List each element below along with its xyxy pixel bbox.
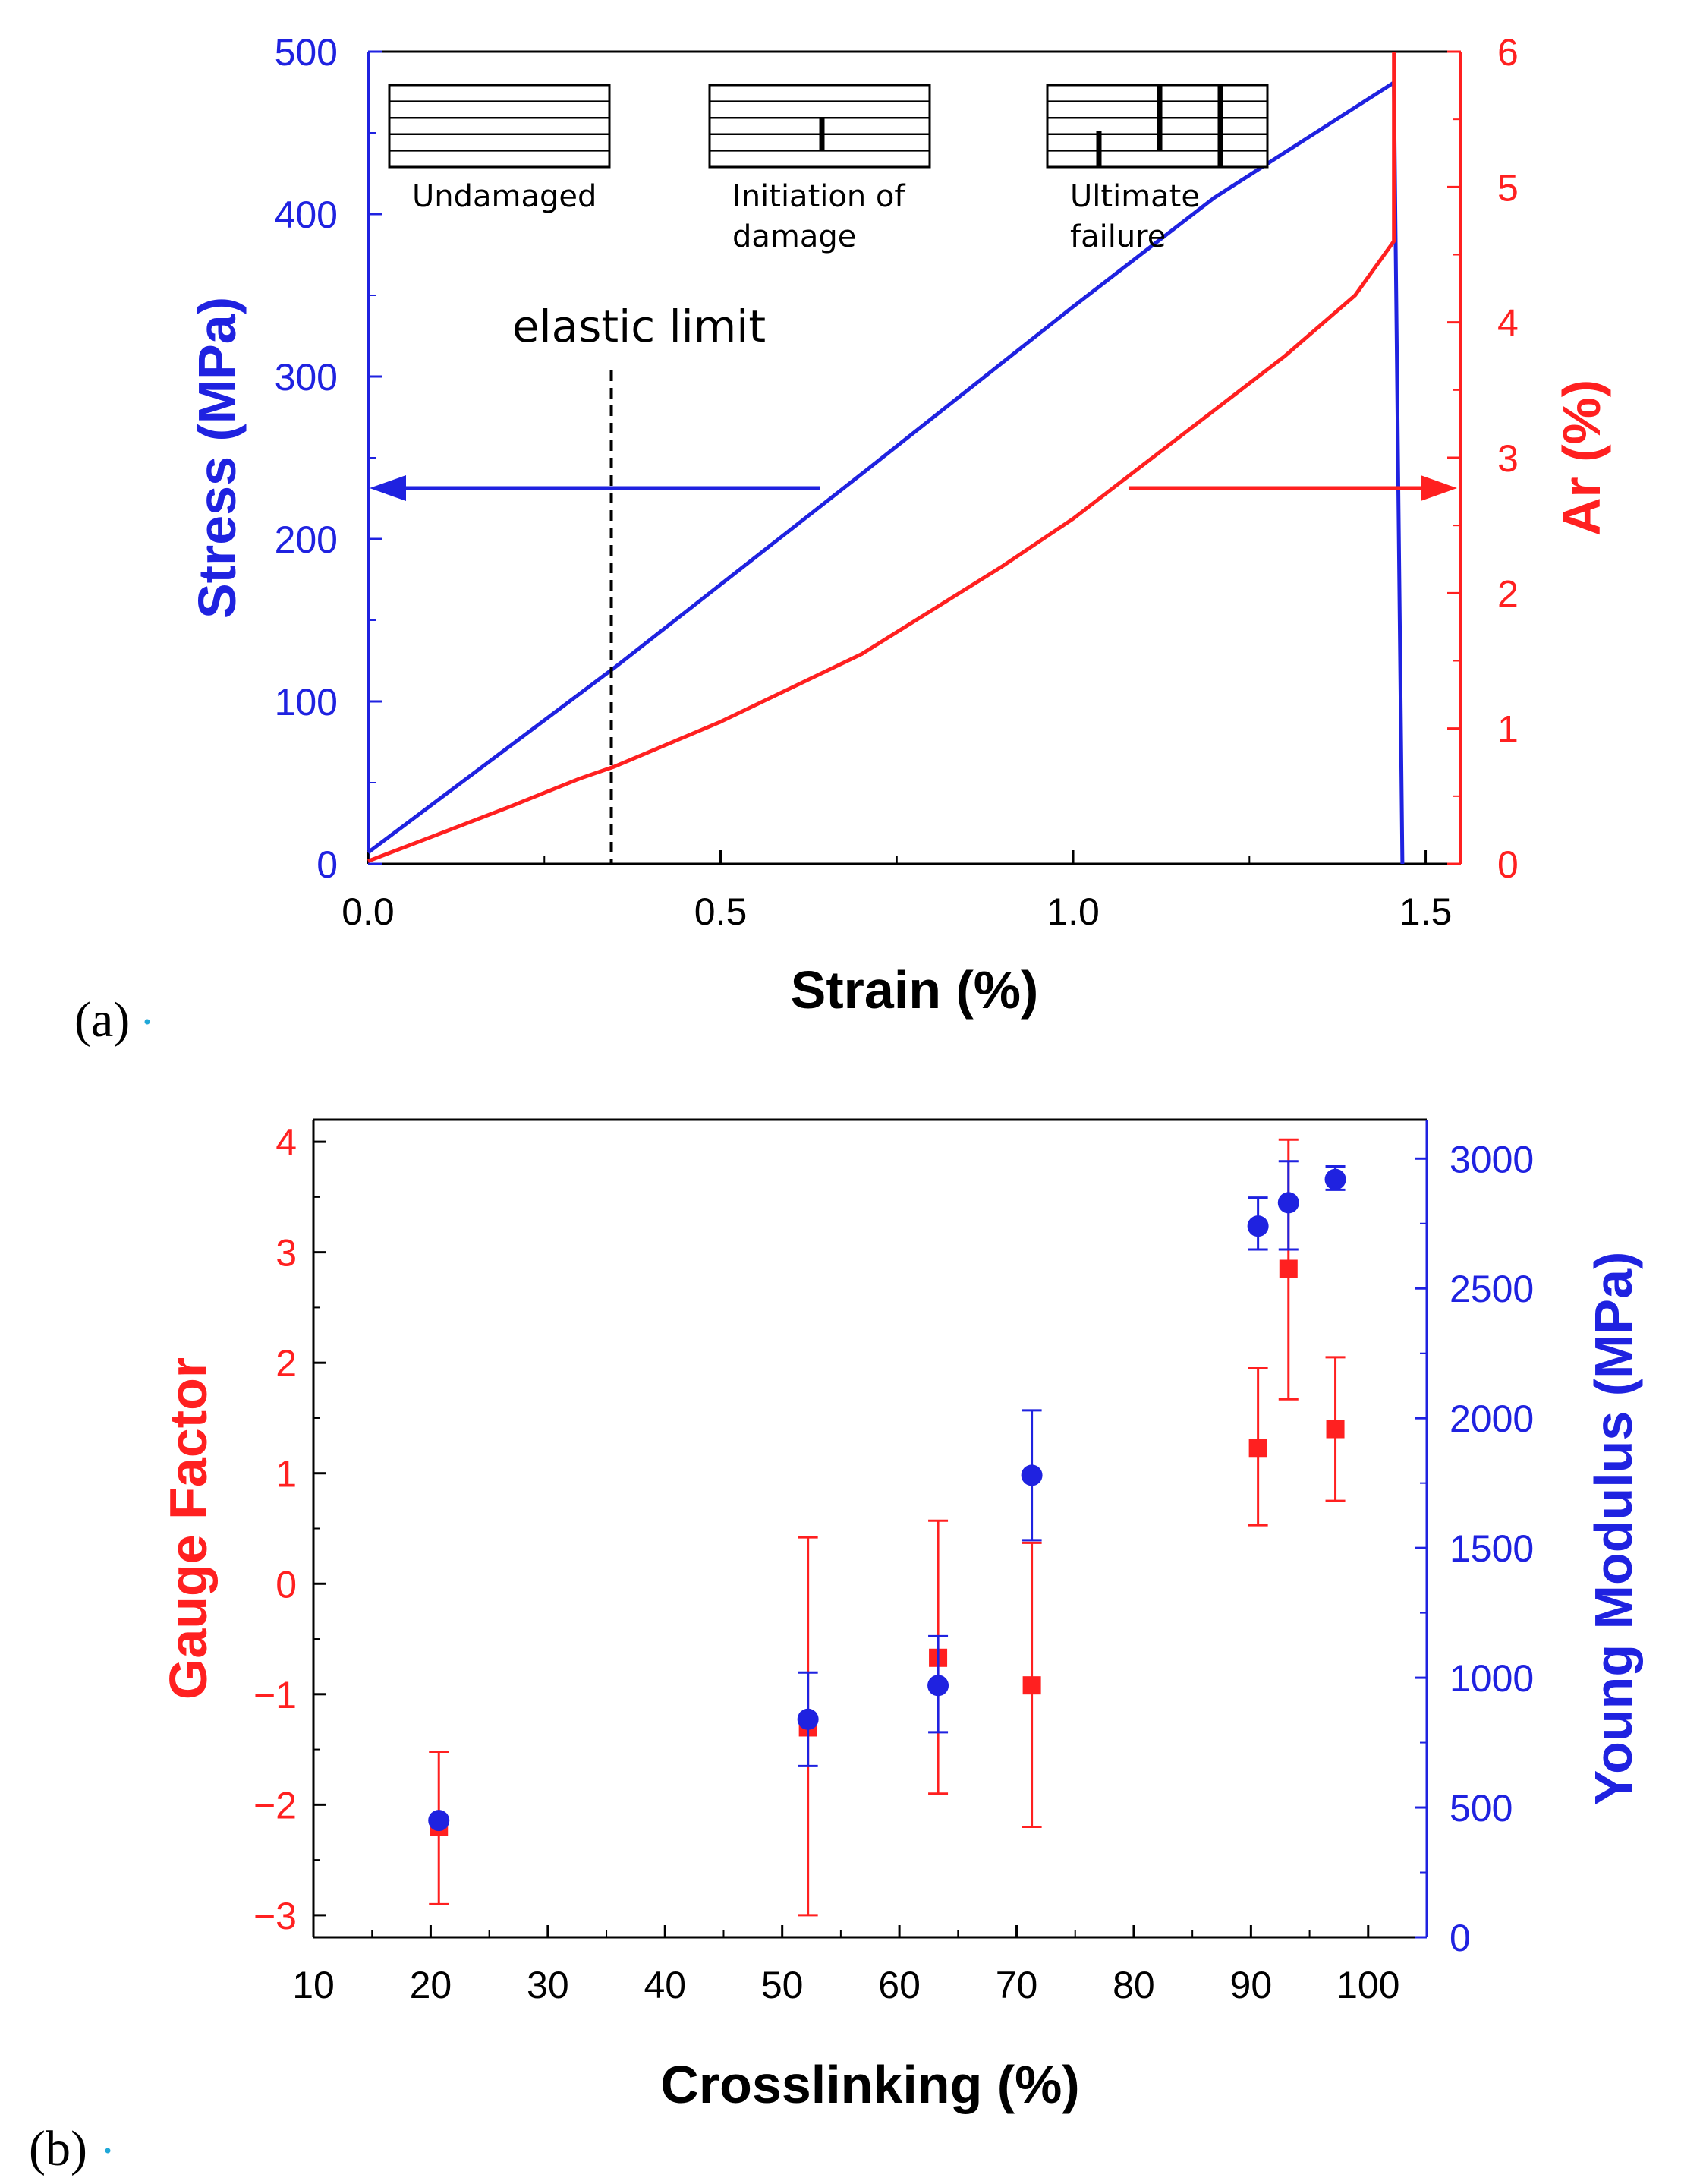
x-tick-label: 80: [1113, 1964, 1155, 2006]
x-tick-label: 10: [292, 1964, 335, 2006]
x-tick-label: 1.0: [1047, 890, 1100, 933]
panel-labels: (a) (b): [29, 992, 150, 2176]
y-right-tick-label: 1: [1497, 708, 1519, 751]
y-left-tick-label: −2: [253, 1784, 297, 1826]
inset-undamaged: Undamaged: [388, 84, 611, 214]
x-tick-label: 40: [644, 1964, 686, 2006]
y-left-axis-title: Gauge Factor: [159, 1357, 218, 1700]
arrow-right-icon: [1421, 475, 1457, 501]
panel-label-b: (b): [29, 2121, 87, 2176]
y-left-tick-label: 1: [275, 1453, 297, 1495]
y-left-tick-label: −1: [253, 1674, 297, 1716]
inset-initiation: Initiation of damage: [708, 84, 931, 254]
panel-label-dot: [105, 2148, 111, 2154]
y-right-tick-label: 1000: [1450, 1657, 1534, 1700]
y-right-tick-label: 1500: [1450, 1527, 1534, 1570]
x-tick-label: 0.0: [342, 890, 395, 933]
x-axis-title: Strain (%): [791, 960, 1039, 1020]
panel-a-stress-strain-chart: 0.0 0.5 1.0 1.5 0 100 200 300 400 500 0 1 2 3 4 5 6 Strai…: [187, 31, 1611, 1020]
y-right-tick-label: 0: [1450, 1917, 1471, 1959]
panel-b-crosslinking-chart: 10 20 30 40 50 60 70 80 90 100−3−2−10123405001000…: [159, 1118, 1643, 2114]
y-left-tick-label: 200: [275, 518, 338, 561]
x-tick-label: 100: [1336, 1964, 1399, 2006]
y-left-tick-label: 100: [275, 681, 338, 723]
series-line-ar: [367, 52, 1396, 863]
inset-frame: [388, 84, 611, 169]
young-modulus-point: [1277, 1192, 1299, 1214]
young-modulus-point: [927, 1675, 949, 1697]
young-modulus-point: [428, 1810, 450, 1832]
inset-label: Initiation of: [732, 179, 905, 214]
inset-label: damage: [732, 219, 856, 254]
inset-label: failure: [1070, 219, 1166, 254]
y-right-axis-title: Young Modulus (MPa): [1584, 1252, 1643, 1806]
y-right-tick-label: 3000: [1450, 1138, 1534, 1180]
inset-failure: Ultimate failure: [1046, 84, 1269, 254]
x-tick-label: 60: [878, 1964, 921, 2006]
x-tick-label: 0.5: [694, 890, 748, 933]
y-left-tick-label: 0: [275, 1563, 297, 1606]
y-left-tick-label: 0: [316, 843, 338, 886]
y-left-tick-label: 400: [275, 194, 338, 236]
panel-label-a: (a): [74, 992, 130, 1048]
gauge-factor-point: [1279, 1259, 1298, 1278]
arrow-left-icon: [370, 475, 406, 501]
x-tick-label: 1.5: [1399, 890, 1453, 933]
y-left-tick-label: −3: [253, 1895, 297, 1937]
y-right-tick-label: 500: [1450, 1787, 1513, 1829]
y-left-axis-title: Stress (MPa): [187, 297, 247, 619]
y-right-tick-label: 2500: [1450, 1268, 1534, 1310]
gauge-factor-point: [1022, 1676, 1041, 1695]
x-tick-label: 50: [761, 1964, 804, 2006]
x-tick-label: 90: [1230, 1964, 1273, 2006]
y-left-tick-label: 3: [275, 1232, 297, 1275]
young-modulus-point: [1021, 1464, 1043, 1486]
y-right-tick-label: 3: [1497, 437, 1519, 480]
y-left-tick-label: 500: [275, 31, 338, 74]
young-modulus-point: [797, 1708, 819, 1730]
gauge-factor-point: [1326, 1420, 1345, 1439]
panel-label-dot: [144, 1019, 150, 1025]
young-modulus-point: [1324, 1168, 1346, 1190]
elastic-limit-label: elastic limit: [512, 301, 766, 352]
x-tick-label: 30: [527, 1964, 569, 2006]
inset-label: Ultimate: [1070, 179, 1200, 214]
x-tick-label: 70: [996, 1964, 1038, 2006]
y-left-tick-label: 2: [275, 1342, 297, 1385]
x-tick-label: 20: [410, 1964, 452, 2006]
y-left-tick-label: 300: [275, 356, 338, 399]
y-right-axis-title: Ar (%): [1552, 380, 1611, 536]
y-left-tick-label: 4: [275, 1121, 297, 1164]
gauge-factor-point: [1248, 1439, 1267, 1458]
y-right-tick-label: 2000: [1450, 1398, 1534, 1440]
y-right-tick-label: 4: [1497, 302, 1519, 345]
y-right-tick-label: 0: [1497, 843, 1519, 886]
inset-label: Undamaged: [412, 179, 597, 214]
young-modulus-point: [1247, 1215, 1269, 1237]
y-right-tick-label: 5: [1497, 166, 1519, 209]
x-axis-title: Crosslinking (%): [660, 2055, 1079, 2114]
y-right-tick-label: 6: [1497, 31, 1519, 74]
y-right-tick-label: 2: [1497, 572, 1519, 615]
